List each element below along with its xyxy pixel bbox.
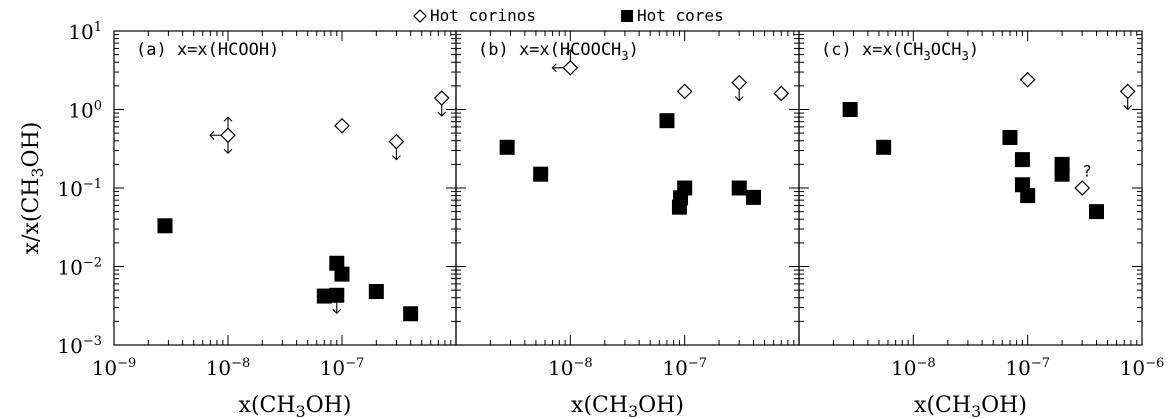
- y-tick-label: 100: [68, 99, 102, 123]
- limit-arrowhead-down: [734, 96, 744, 102]
- data-point-hot-core: [1089, 204, 1105, 220]
- limit-arrowhead-down: [392, 155, 401, 161]
- data-point-hot-corino: [1019, 71, 1036, 88]
- data-point-hot-core: [533, 166, 549, 182]
- y-tick-label: 10−2: [57, 256, 102, 280]
- series-hot-corinos: [551, 49, 790, 102]
- x-axis-label: x(CH3OH): [239, 393, 352, 419]
- legend-diamond-icon: [413, 9, 427, 23]
- data-point-hot-core: [1002, 129, 1018, 145]
- x-tick-label: 10−7: [662, 356, 707, 380]
- data-point-hot-corino: [676, 83, 693, 100]
- x-tick-label: 10−8: [206, 356, 251, 380]
- data-point-hot-core: [1014, 152, 1030, 168]
- data-point-hot-core: [731, 180, 747, 196]
- series-hot-cores: [842, 102, 1105, 220]
- y-tick-label: 10−3: [57, 334, 102, 358]
- limit-arrowhead-down: [223, 148, 233, 155]
- limit-arrowhead-left: [551, 63, 557, 73]
- x-axis-label: x(CH3OH): [914, 393, 1027, 419]
- x-tick-label: 10−6: [1120, 356, 1165, 380]
- annotation-question-mark: ?: [1082, 162, 1092, 181]
- x-tick-label: 10−8: [548, 356, 593, 380]
- data-point-hot-corino: [388, 133, 405, 150]
- series-hot-corinos: [209, 90, 450, 161]
- series-hot-cores: [499, 113, 762, 215]
- data-point-hot-core: [1054, 166, 1070, 182]
- plot-frame: [455, 30, 800, 346]
- data-point-hot-core: [368, 284, 384, 300]
- x-axis-label: x(CH3OH): [571, 393, 684, 419]
- data-point-hot-core: [499, 139, 515, 155]
- data-point-hot-corino: [773, 85, 790, 102]
- data-point-hot-corino: [1074, 180, 1091, 196]
- data-point-hot-core: [316, 288, 332, 304]
- data-point-hot-corino: [562, 59, 579, 76]
- chart-legend: Hot corinos Hot cores: [413, 6, 724, 25]
- limit-arrowhead-down: [332, 308, 342, 315]
- plot-frame: [798, 30, 1143, 346]
- limit-arrowhead-up: [223, 116, 233, 122]
- data-point-hot-core: [1020, 188, 1036, 204]
- data-point-hot-core: [329, 287, 345, 303]
- data-point-hot-core: [334, 266, 350, 282]
- data-point-hot-core: [157, 218, 173, 234]
- x-tick-label: 10−9: [92, 356, 137, 380]
- panel-b: 10−8 10−7 x(CH3OH) (b) x=x(HCOOCH3): [455, 30, 800, 419]
- legend-label-hot-corinos: Hot corinos: [430, 6, 536, 25]
- plot-frame: [113, 30, 457, 346]
- limit-arrowhead-left: [209, 130, 215, 140]
- data-point-hot-core: [746, 189, 762, 205]
- series-hot-cores: [157, 218, 419, 322]
- series-hot-corinos: [1019, 71, 1136, 196]
- data-point-hot-core: [876, 139, 892, 155]
- chart-panels: 10−9 10−8 10−7 10−3 10−2 10−1 100 101 x(CH3OH) x/…: [19, 20, 1164, 419]
- data-point-hot-core: [677, 180, 693, 196]
- y-tick-label: 101: [68, 20, 102, 44]
- limit-arrowhead-down: [1123, 105, 1133, 111]
- limit-arrowhead-down: [437, 111, 447, 117]
- data-point-hot-core: [403, 306, 419, 322]
- data-point-hot-corino: [1119, 83, 1136, 100]
- panel-c: 10−8 10−7 10−6 x(CH3OH) (c) x=x(CH3OCH3)?: [798, 30, 1165, 419]
- x-tick-label: 10−7: [1005, 356, 1050, 380]
- data-point-hot-corino: [334, 117, 350, 134]
- legend-label-hot-cores: Hot cores: [637, 6, 724, 25]
- x-tick-label: 10−8: [891, 356, 936, 380]
- panel-title: (c) x=x(CH3OCH3): [821, 40, 979, 63]
- data-point-hot-core: [842, 102, 858, 117]
- x-tick-label: 10−7: [320, 356, 365, 380]
- y-axis-label: x/x(CH3OH): [19, 122, 47, 255]
- limit-arrowhead-up: [565, 49, 575, 55]
- panel-a: 10−9 10−8 10−7 10−3 10−2 10−1 100 101 x(CH3OH) x/…: [19, 20, 457, 419]
- panel-title: (b) x=x(HCOOCH3): [478, 40, 639, 63]
- data-point-hot-corino: [220, 127, 236, 144]
- data-point-hot-corino: [433, 90, 450, 106]
- legend-square-icon: [621, 10, 633, 22]
- data-point-hot-corino: [731, 74, 748, 91]
- panel-title: (a) x=x(HCOOH): [136, 40, 279, 60]
- data-point-hot-core: [659, 113, 675, 129]
- y-tick-label: 10−1: [57, 177, 102, 201]
